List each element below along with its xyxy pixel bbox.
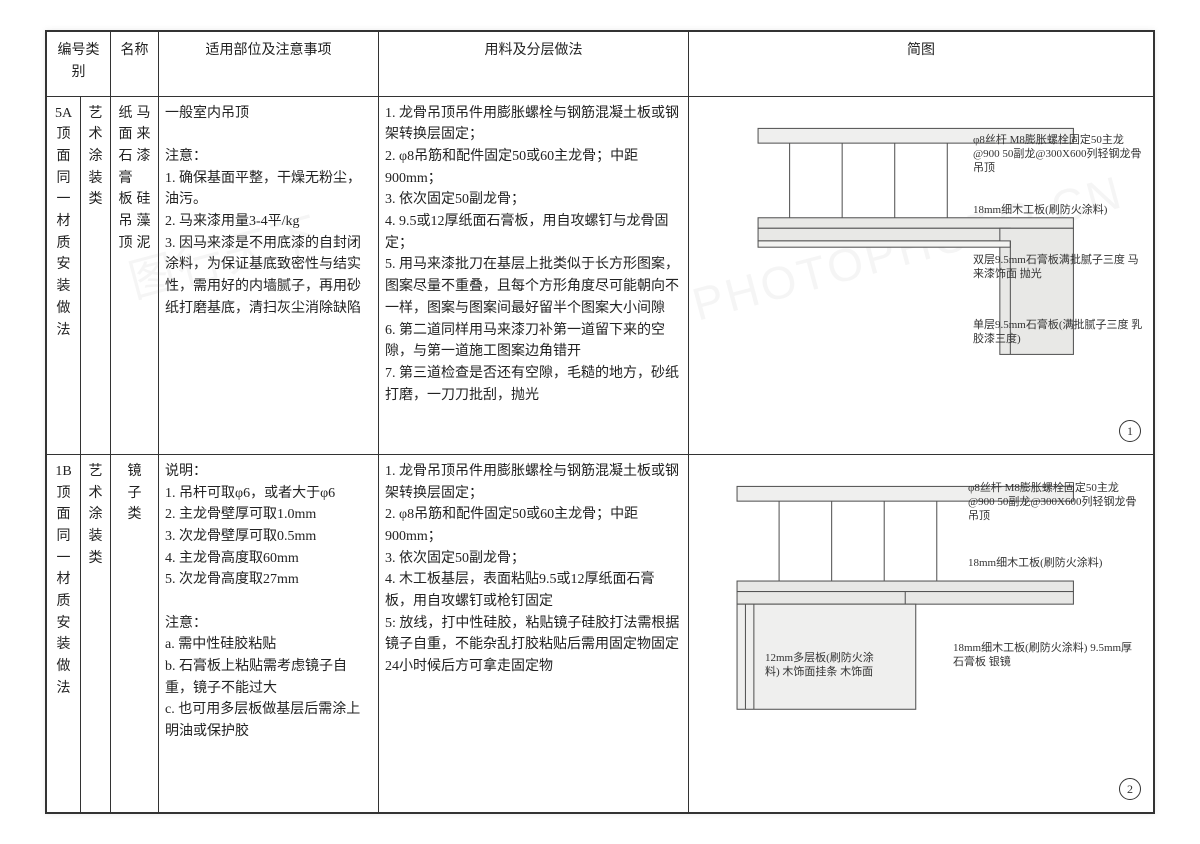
fig-label: 双层9.5mm石膏板满批腻子三度 马来漆饰面 抛光 <box>973 253 1143 282</box>
header-method: 用料及分层做法 <box>379 32 689 97</box>
document-sheet: 图行天下 PHOTOPHOTO.CN 编号类别 名称 适用部位及注意事项 用料及… <box>45 30 1155 814</box>
header-id: 编号类别 <box>47 32 111 97</box>
fig-label: 单层9.5mm石膏板(满批腻子三度 乳胶漆三度) <box>973 318 1143 347</box>
header-note: 适用部位及注意事项 <box>159 32 379 97</box>
fig-label: φ8丝杆 M8膨胀螺栓固定50主龙@900 50副龙@300X600列轻钢龙骨吊… <box>968 481 1143 524</box>
row2-name: 镜子类 <box>111 454 159 812</box>
fig-label: φ8丝杆 M8膨胀螺栓固定50主龙@900 50副龙@300X600列轻钢龙骨吊… <box>973 133 1143 176</box>
row1-note: 一般室内吊顶注意：1. 确保基面平整，干燥无粉尘，油污。2. 马来漆用量3-4平… <box>159 96 379 454</box>
row1-method: 1. 龙骨吊顶吊件用膨胀螺栓与钢筋混凝土板或钢架转换层固定；2. φ8吊筋和配件… <box>379 96 689 454</box>
spec-table: 编号类别 名称 适用部位及注意事项 用料及分层做法 简图 5A 顶面同一材质安装… <box>46 31 1154 813</box>
row1-category: 艺术涂装类 <box>81 96 111 454</box>
row2-category: 艺术涂装类 <box>81 454 111 812</box>
table-header-row: 编号类别 名称 适用部位及注意事项 用料及分层做法 简图 <box>47 32 1154 97</box>
row1-id: 5A 顶面同一材质安装做法 <box>47 96 81 454</box>
row2-id: 1B 顶面同一材质安装做法 <box>47 454 81 812</box>
row2-method: 1. 龙骨吊顶吊件用膨胀螺栓与钢筋混凝土板或钢架转换层固定；2. φ8吊筋和配件… <box>379 454 689 812</box>
fig-label: 12mm多层板(刷防火涂料) 木饰面挂条 木饰面 <box>765 651 875 680</box>
row2-figure-diagram: φ8丝杆 M8膨胀螺栓固定50主龙@900 50副龙@300X600列轻钢龙骨吊… <box>695 461 1147 806</box>
row1-figure-diagram: φ8丝杆 M8膨胀螺栓固定50主龙@900 50副龙@300X600列轻钢龙骨吊… <box>695 103 1147 448</box>
fig-label: 18mm细木工板(刷防火涂料) <box>968 556 1143 570</box>
page-number: 1 <box>1119 420 1141 442</box>
header-figure: 简图 <box>689 32 1154 97</box>
table-row: 1B 顶面同一材质安装做法 艺术涂装类 镜子类 说明：1. 吊杆可取φ6，或者大… <box>47 454 1154 812</box>
row1-figure: φ8丝杆 M8膨胀螺栓固定50主龙@900 50副龙@300X600列轻钢龙骨吊… <box>689 96 1154 454</box>
page-number: 2 <box>1119 778 1141 800</box>
row1-name: 纸面石膏板吊顶 马来漆 硅藻泥 <box>111 96 159 454</box>
fig-label: 18mm细木工板(刷防火涂料) 9.5mm厚石膏板 银镜 <box>953 641 1143 670</box>
table-row: 5A 顶面同一材质安装做法 艺术涂装类 纸面石膏板吊顶 马来漆 硅藻泥 一般室内… <box>47 96 1154 454</box>
row2-note: 说明：1. 吊杆可取φ6，或者大于φ62. 主龙骨壁厚可取1.0mm3. 次龙骨… <box>159 454 379 812</box>
header-name: 名称 <box>111 32 159 97</box>
fig-label: 18mm细木工板(刷防火涂料) <box>973 203 1143 217</box>
row2-figure: φ8丝杆 M8膨胀螺栓固定50主龙@900 50副龙@300X600列轻钢龙骨吊… <box>689 454 1154 812</box>
